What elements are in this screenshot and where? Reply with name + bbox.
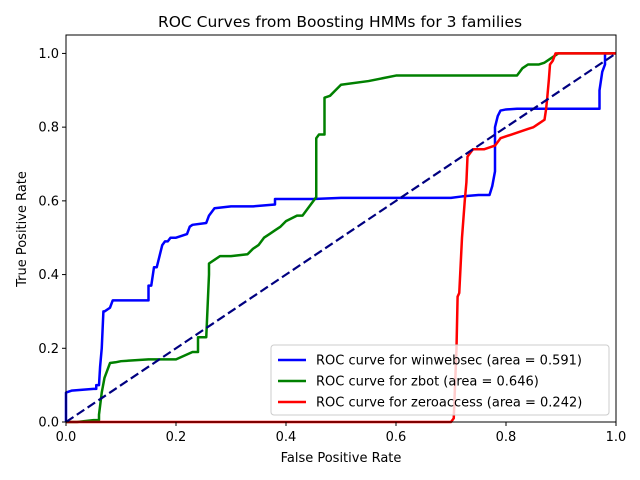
x-tick-label: 0.4 bbox=[276, 430, 297, 445]
legend-label: ROC curve for zeroaccess (area = 0.242) bbox=[316, 396, 582, 411]
y-tick-label: 0.2 bbox=[38, 342, 59, 357]
legend-label: ROC curve for winwebsec (area = 0.591) bbox=[316, 354, 582, 369]
y-axis-title: True Positive Rate bbox=[15, 171, 30, 288]
plot-frame bbox=[65, 34, 617, 423]
y-axis: 0.0 0.2 0.4 0.6 0.8 1.0 bbox=[38, 47, 66, 431]
x-axis: 0.0 0.2 0.4 0.6 0.8 1.0 bbox=[56, 422, 627, 445]
y-tick-label: 0.4 bbox=[38, 268, 59, 283]
legend-box bbox=[270, 344, 610, 416]
x-tick-label: 1.0 bbox=[606, 430, 627, 445]
series-line-0 bbox=[64, 52, 616, 422]
y-tick-label: 1.0 bbox=[38, 47, 59, 62]
x-tick-label: 0.2 bbox=[166, 430, 187, 445]
x-tick-label: 0.8 bbox=[496, 430, 517, 445]
series-line-2 bbox=[66, 52, 616, 424]
y-tick-label: 0.0 bbox=[38, 416, 59, 431]
legend: ROC curve for winwebsec (area = 0.591) RO… bbox=[270, 344, 610, 416]
series-layer bbox=[64, 52, 617, 424]
series-line-1 bbox=[66, 52, 616, 424]
y-tick-label: 0.6 bbox=[38, 194, 59, 209]
chart-title: ROC Curves from Boosting HMMs for 3 fami… bbox=[158, 13, 522, 31]
y-tick-label: 0.8 bbox=[38, 121, 59, 136]
x-tick-label: 0.6 bbox=[386, 430, 407, 445]
legend-label: ROC curve for zbot (area = 0.646) bbox=[316, 375, 539, 390]
diagonal-reference-line bbox=[65, 52, 617, 423]
x-tick-label: 0.0 bbox=[56, 430, 77, 445]
x-axis-title: False Positive Rate bbox=[281, 451, 402, 466]
